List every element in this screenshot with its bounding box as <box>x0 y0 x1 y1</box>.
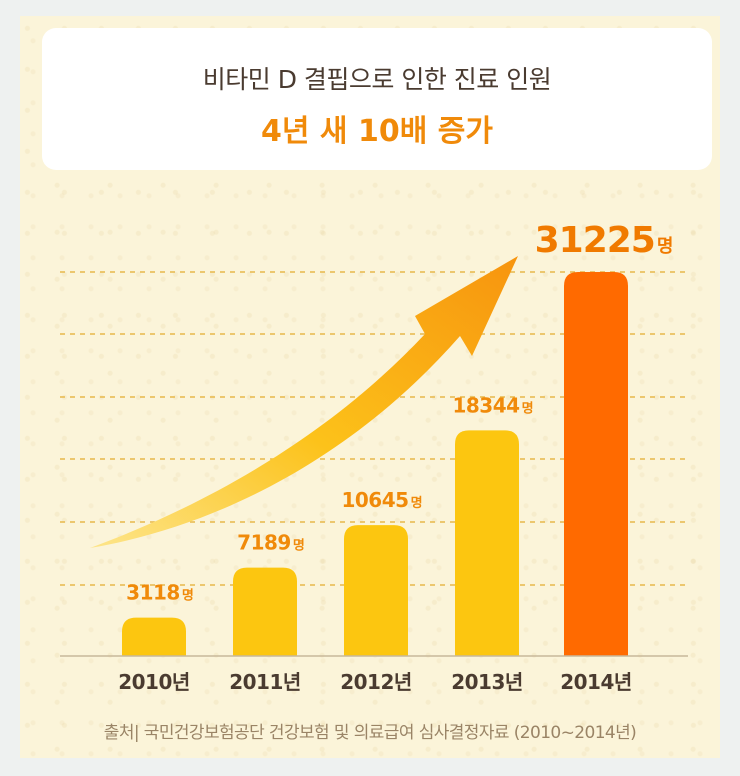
bar <box>344 525 408 656</box>
x-tick-label: 2012년 <box>340 670 412 694</box>
growth-arrow-icon <box>90 256 518 548</box>
bars <box>122 272 628 656</box>
x-tick-label: 2011년 <box>229 670 301 694</box>
x-tick-labels: 2010년 2011년 2012년 2013년 2014년 <box>118 670 632 694</box>
bar <box>564 272 628 656</box>
value-labels: 3118 명 7189 명 10645 명 18344 명 31225 명 <box>126 220 673 605</box>
title-box: 비타민 D 결핍으로 인한 진료 인원 4년 새 10배 증가 <box>42 28 712 170</box>
chart-title: 비타민 D 결핍으로 인한 진료 인원 <box>202 65 552 94</box>
x-tick-label: 2013년 <box>451 670 523 694</box>
x-tick-label: 2014년 <box>560 670 632 694</box>
data-label: 3118 명 <box>126 581 194 605</box>
data-label: 10645 명 <box>341 488 422 512</box>
bar <box>122 617 186 656</box>
source-note: 출처| 국민건강보험공단 건강보험 및 의료급여 심사결정자료 (2010~20… <box>103 723 637 743</box>
data-label: 31225 명 <box>535 220 674 261</box>
bar <box>455 430 519 656</box>
data-label: 7189 명 <box>237 531 305 555</box>
chart-subtitle: 4년 새 10배 증가 <box>261 114 493 149</box>
data-label: 18344 명 <box>452 393 533 417</box>
x-tick-label: 2010년 <box>118 670 190 694</box>
bar <box>233 567 297 656</box>
infographic-card: 비타민 D 결핍으로 인한 진료 인원 4년 새 10배 증가 3118 명 718… <box>20 16 720 758</box>
